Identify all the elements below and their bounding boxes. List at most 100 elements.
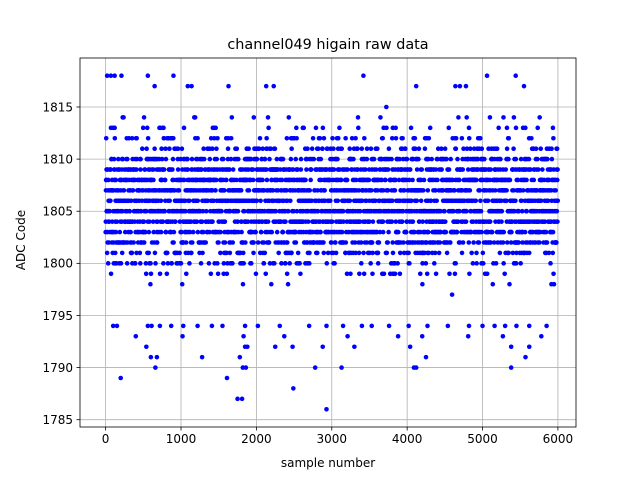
data-point <box>294 208 300 214</box>
data-point <box>267 261 273 266</box>
data-point <box>245 219 251 224</box>
data-point <box>160 219 166 224</box>
data-point <box>209 323 215 329</box>
data-point <box>425 188 431 193</box>
data-point <box>473 198 479 204</box>
data-point <box>351 156 356 162</box>
data-point <box>447 240 453 245</box>
data-point <box>381 271 387 277</box>
data-point <box>254 156 260 162</box>
data-point <box>195 229 201 235</box>
data-point <box>286 115 292 120</box>
data-point <box>390 198 395 204</box>
data-point <box>524 177 529 183</box>
data-point <box>298 167 304 172</box>
data-point <box>234 146 240 151</box>
data-point <box>272 146 278 151</box>
data-point <box>386 146 392 151</box>
data-point <box>439 146 444 151</box>
data-point <box>487 219 493 224</box>
data-point <box>325 250 331 256</box>
data-point <box>234 177 239 183</box>
data-point <box>250 167 256 172</box>
data-point <box>224 375 230 381</box>
data-point <box>549 156 555 162</box>
data-point <box>298 271 303 277</box>
data-point <box>289 146 294 151</box>
data-point <box>158 229 164 235</box>
data-point <box>417 271 423 277</box>
data-point <box>438 229 443 235</box>
data-point <box>146 250 152 256</box>
data-point <box>212 135 217 141</box>
y-tick-label: 1805 <box>42 205 73 219</box>
data-point <box>537 240 542 245</box>
data-point <box>104 250 110 256</box>
data-point <box>551 135 556 141</box>
data-point <box>419 167 425 172</box>
data-point <box>272 344 278 350</box>
data-point <box>479 229 484 235</box>
data-point <box>385 188 391 193</box>
data-point <box>155 219 160 224</box>
data-point <box>361 271 367 277</box>
data-point <box>500 334 506 339</box>
x-tick-label: 4000 <box>392 432 423 446</box>
data-point <box>324 261 330 266</box>
data-point <box>400 135 405 141</box>
data-point <box>479 146 485 151</box>
data-point <box>453 261 458 266</box>
data-point <box>108 167 113 172</box>
data-point <box>248 261 254 266</box>
data-point <box>403 229 409 235</box>
data-point <box>117 229 123 235</box>
data-point <box>368 261 373 266</box>
data-point <box>148 261 153 266</box>
data-point <box>353 177 359 183</box>
data-point <box>514 323 519 329</box>
data-point <box>426 156 431 162</box>
data-point <box>504 198 509 204</box>
data-point <box>474 250 479 256</box>
data-point <box>148 281 153 287</box>
data-point <box>185 83 191 89</box>
data-point <box>501 115 506 120</box>
data-point <box>466 323 472 329</box>
data-point <box>510 250 516 256</box>
data-point <box>375 188 380 193</box>
data-point <box>512 208 517 214</box>
data-point <box>124 261 130 266</box>
data-point <box>507 177 513 183</box>
data-point <box>380 219 386 224</box>
data-point <box>144 208 149 214</box>
data-point <box>111 156 117 162</box>
data-point <box>507 281 512 287</box>
data-point <box>359 198 365 204</box>
data-point <box>141 240 147 245</box>
data-point <box>513 73 518 79</box>
data-point <box>112 125 117 131</box>
data-point <box>289 250 294 256</box>
data-point <box>324 323 329 329</box>
data-point <box>343 240 349 245</box>
data-point <box>535 156 540 162</box>
data-point <box>450 177 455 183</box>
data-point <box>263 83 269 89</box>
data-point <box>283 261 288 266</box>
data-point <box>187 229 193 235</box>
data-point <box>343 250 348 256</box>
data-point <box>225 146 231 151</box>
chart-title: channel049 higain raw data <box>227 37 428 53</box>
data-point <box>407 167 413 172</box>
data-point <box>179 229 184 235</box>
data-point <box>476 240 482 245</box>
data-point <box>189 156 195 162</box>
data-point <box>361 73 366 79</box>
data-point <box>215 135 220 141</box>
data-point <box>414 198 420 204</box>
data-point <box>375 261 381 266</box>
data-point <box>274 229 280 235</box>
data-point <box>145 135 151 141</box>
data-point <box>268 146 274 151</box>
